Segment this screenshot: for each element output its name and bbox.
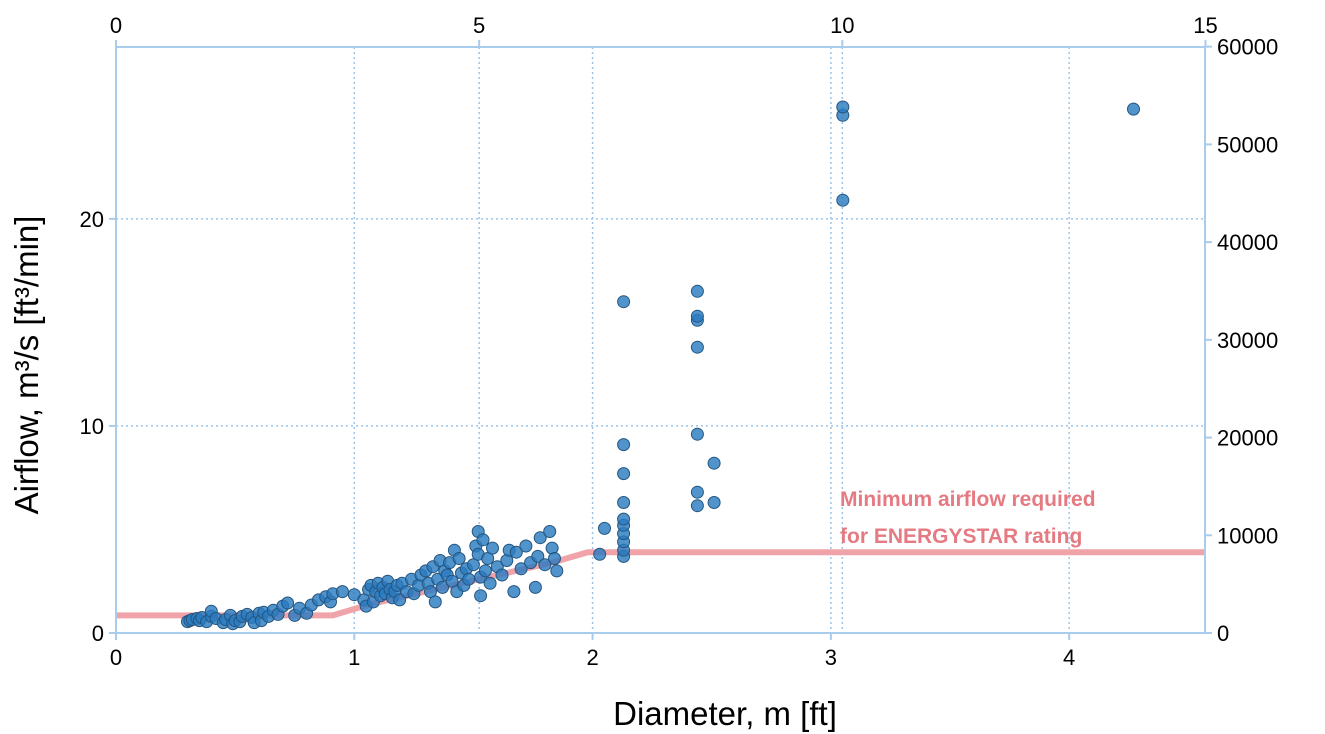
data-point [617, 496, 631, 509]
data-point [836, 193, 850, 207]
x-tick-label: 0 [110, 645, 122, 670]
x-tick-label: 3 [825, 645, 837, 670]
data-point [476, 533, 490, 547]
x2-tick-label: 10 [830, 13, 854, 38]
y2-tick-label: 40000 [1217, 230, 1278, 255]
data-point [495, 568, 509, 582]
data-point [531, 549, 545, 563]
x-axis-title: Diameter, m [ft] [613, 695, 837, 732]
data-point [481, 552, 495, 565]
data-point [393, 593, 407, 607]
y-tick-label: 0 [92, 621, 104, 646]
data-point [428, 595, 442, 609]
data-point [1127, 102, 1140, 116]
axes-frame [109, 40, 1212, 640]
data-point [690, 309, 704, 323]
data-point [707, 496, 721, 509]
annotation-line-2: for ENERGYSTAR rating [840, 525, 1082, 548]
annotation-line-1: Minimum airflow required [840, 488, 1096, 511]
y2-tick-label: 10000 [1217, 523, 1278, 548]
data-point [486, 541, 499, 555]
x-tick-label: 4 [1063, 645, 1075, 670]
y2-tick-label: 20000 [1217, 426, 1278, 451]
data-point [690, 485, 704, 499]
data-point [690, 499, 704, 513]
data-point [617, 438, 631, 452]
data-point [707, 456, 721, 470]
y-axis-title: Airflow, m³/s [ft³/min] [8, 216, 45, 515]
data-point [548, 552, 561, 565]
data-point [617, 512, 631, 526]
data-point [690, 427, 704, 441]
data-point [466, 558, 480, 572]
y2-tick-label: 50000 [1217, 132, 1278, 157]
data-point [617, 467, 631, 481]
x2-tick-label: 0 [110, 13, 122, 38]
data-point [593, 547, 607, 561]
data-point [690, 284, 704, 298]
y-tick-label: 20 [80, 207, 104, 232]
data-point [452, 552, 466, 565]
data-point [335, 585, 349, 599]
data-point [281, 596, 295, 610]
data-point [550, 564, 564, 578]
data-point [519, 539, 533, 553]
data-point [543, 525, 557, 538]
data-point [514, 562, 528, 576]
data-points [181, 100, 1140, 631]
y2-tick-label: 30000 [1217, 328, 1278, 353]
data-point [509, 545, 523, 559]
data-point [533, 531, 547, 545]
data-point [445, 574, 459, 588]
data-point [483, 576, 497, 590]
data-point [598, 521, 611, 535]
y2-tick-label: 0 [1217, 621, 1229, 646]
x2-tick-label: 15 [1193, 13, 1217, 38]
data-point [474, 589, 488, 603]
data-point [538, 558, 552, 572]
y2-tick-label: 60000 [1217, 35, 1278, 60]
data-point [528, 580, 542, 594]
x2-tick-label: 5 [473, 13, 485, 38]
data-point [478, 564, 492, 578]
annotation: Minimum airflow required for ENERGYSTAR r… [840, 488, 1096, 548]
data-point [436, 580, 449, 594]
y-tick-label: 10 [80, 414, 104, 439]
data-point [836, 100, 850, 114]
data-point [690, 340, 704, 354]
data-point [462, 572, 476, 586]
x-tick-label: 2 [586, 645, 598, 670]
tick-labels: 0 1 2 3 4 0 10 20 0 5 10 15 0 10000 20000 30000 40000 500… [80, 13, 1279, 670]
x-tick-label: 1 [348, 645, 360, 670]
data-point [617, 295, 631, 309]
data-point [507, 585, 521, 599]
grid-lines [116, 47, 1205, 633]
